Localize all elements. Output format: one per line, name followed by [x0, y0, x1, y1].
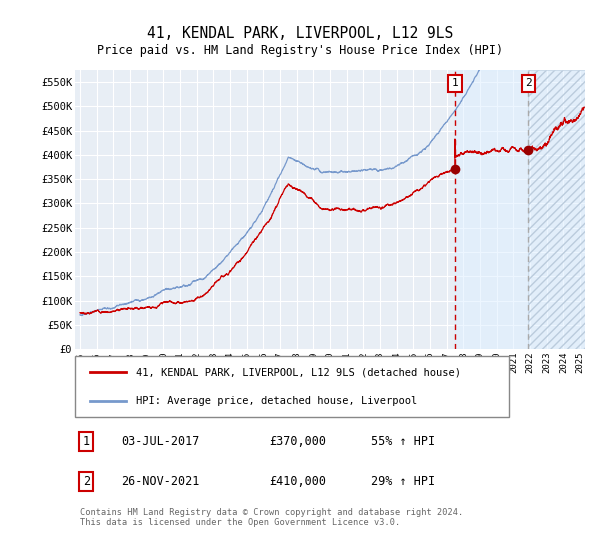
Text: 26-NOV-2021: 26-NOV-2021	[121, 475, 199, 488]
Bar	[529, 70, 596, 349]
Text: Contains HM Land Registry data © Crown copyright and database right 2024.
This d: Contains HM Land Registry data © Crown c…	[80, 508, 463, 528]
Text: 29% ↑ HPI: 29% ↑ HPI	[371, 475, 435, 488]
Text: Price paid vs. HM Land Registry's House Price Index (HPI): Price paid vs. HM Land Registry's House …	[97, 44, 503, 57]
Text: 55% ↑ HPI: 55% ↑ HPI	[371, 435, 435, 448]
Text: 1: 1	[452, 78, 458, 88]
Text: 41, KENDAL PARK, LIVERPOOL, L12 9LS (detached house): 41, KENDAL PARK, LIVERPOOL, L12 9LS (det…	[136, 367, 461, 377]
Text: 2: 2	[83, 475, 90, 488]
Text: HPI: Average price, detached house, Liverpool: HPI: Average price, detached house, Live…	[136, 396, 418, 406]
Text: 03-JUL-2017: 03-JUL-2017	[121, 435, 199, 448]
Text: £410,000: £410,000	[269, 475, 326, 488]
Text: £370,000: £370,000	[269, 435, 326, 448]
Text: 2: 2	[525, 78, 532, 88]
Text: 1: 1	[83, 435, 90, 448]
Text: 41, KENDAL PARK, LIVERPOOL, L12 9LS: 41, KENDAL PARK, LIVERPOOL, L12 9LS	[147, 26, 453, 41]
Bar	[455, 70, 596, 349]
FancyBboxPatch shape	[75, 356, 509, 417]
